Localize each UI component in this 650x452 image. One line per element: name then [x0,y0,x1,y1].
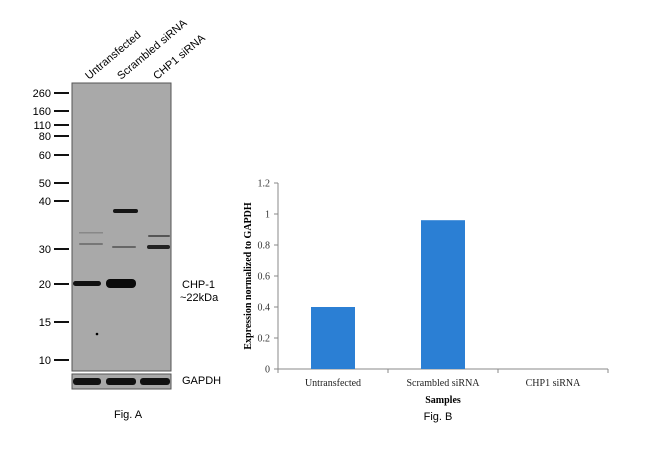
band-chp1-scrambled [106,279,136,288]
x-tick-label: Untransfected [305,378,361,389]
mw-marker-label: 40 [39,196,51,208]
mw-marker-label: 10 [39,355,51,367]
mw-marker-label: 30 [39,244,51,256]
band-faint [148,235,170,237]
y-tick-label: 0 [265,365,270,376]
mw-marker-label: 15 [39,317,51,329]
lane-label: Untransfected [83,29,143,82]
mw-marker-label: 160 [33,106,51,118]
fig-b-caption: Fig. B [424,411,453,423]
y-tick-label: 1 [265,210,270,221]
target-size: ~22kDa [180,292,219,304]
band-gapdh [73,378,101,385]
bar-chart: 0 0.2 0.4 0.6 0.8 1 1.2 Untransfected Scrambled … [243,179,609,423]
fig-a-caption: Fig. A [114,409,143,421]
y-tick-label: 1.2 [258,179,271,190]
speck [95,332,99,336]
x-tick-label: Scrambled siRNA [406,378,480,389]
y-tick-label: 0.2 [258,334,271,345]
band-faint [79,232,103,234]
x-axis-label: Samples [425,395,461,406]
chart-plot: 0 0.2 0.4 0.6 0.8 1 1.2 Untransfected Scrambled … [258,179,609,389]
mw-marker-label: 80 [39,131,51,143]
mw-marker-label: 50 [39,178,51,190]
y-tick-label: 0.8 [258,241,271,252]
band-gapdh [140,378,170,385]
band-40kda-scrambled [113,209,138,213]
gapdh-label: GAPDH [182,375,221,387]
band-faint [112,246,136,248]
mw-marker-label: 110 [33,120,51,132]
band-gapdh [106,378,136,385]
band-chp1-untransfected [73,281,101,286]
band-30kda-chp1sirna [147,245,170,249]
bar [421,220,465,369]
mw-marker-label: 60 [39,150,51,162]
mw-marker-label: 260 [33,88,51,100]
blot-membrane [71,82,172,372]
y-tick-label: 0.6 [258,272,271,283]
x-tick-label: CHP1 siRNA [526,378,582,389]
y-axis-label: Expression normalized to GAPDH [243,202,254,350]
mw-marker-label: 20 [39,279,51,291]
western-blot: Untransfected Scrambled siRNA CHP1 siRNA… [33,17,222,421]
target-label: CHP-1 [182,279,215,291]
y-tick-label: 0.4 [258,303,271,314]
band-faint [79,243,103,245]
bar [311,307,355,369]
